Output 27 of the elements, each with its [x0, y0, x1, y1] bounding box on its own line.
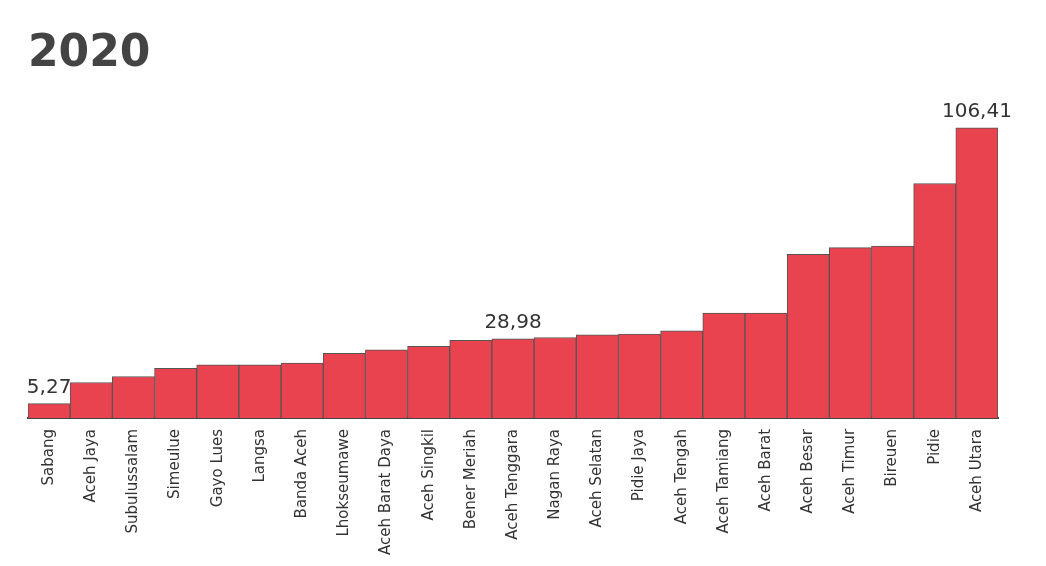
x-tick-label: Aceh Selatan — [587, 428, 606, 528]
chart-title: 2020 — [28, 24, 151, 76]
data-label: 106,41 — [941, 98, 1012, 123]
x-tick-label: Bener Meriah — [460, 428, 479, 530]
x-tick-label: Nagan Raya — [545, 428, 564, 520]
x-tick-label: Aceh Utara — [966, 428, 985, 513]
x-tick-label: Aceh Timur — [840, 428, 859, 514]
x-tick-label: Pidie — [924, 428, 943, 465]
x-tick-label: Lhokseumawe — [334, 428, 353, 537]
x-tick-label: Simeulue — [165, 428, 184, 499]
x-tick-label: Aceh Tengah — [671, 428, 690, 525]
x-tick-label: Gayo Lues — [207, 428, 226, 508]
x-tick-label: Aceh Tamiang — [713, 428, 732, 534]
x-tick-label: Pidie Jaya — [629, 428, 648, 502]
data-label: 5,27 — [26, 373, 72, 398]
x-tick-label: Sabang — [38, 428, 57, 486]
x-tick-label: Subulussalam — [123, 428, 142, 534]
x-tick-label: Aceh Jaya — [81, 428, 100, 503]
x-tick-label: Langsa — [249, 428, 268, 483]
x-tick-label: Aceh Barat — [755, 428, 774, 512]
x-tick-label: Aceh Singkil — [418, 428, 437, 521]
x-tick-label: Banda Aceh — [292, 428, 311, 519]
x-tick-label: Aceh Barat Daya — [376, 428, 395, 556]
x-tick-label: Bireuen — [882, 428, 901, 487]
data-label: 28,98 — [484, 309, 542, 334]
x-tick-label: Aceh Tenggara — [502, 428, 521, 540]
x-tick-label: Aceh Besar — [798, 428, 817, 514]
